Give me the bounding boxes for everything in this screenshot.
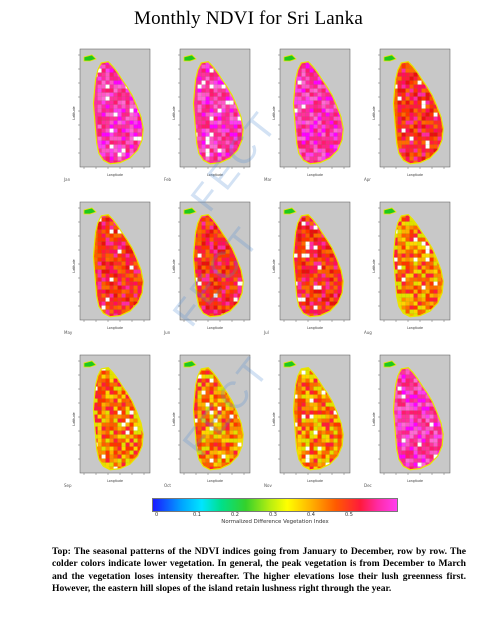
y-axis-label: Latitude	[372, 259, 376, 272]
x-axis-label: Longitude	[407, 326, 423, 330]
month-label: Apr	[364, 177, 371, 182]
month-label: Mar	[264, 177, 272, 182]
ndvi-map-mar: Longitude Latitude Mar	[262, 45, 356, 183]
y-axis-label: Latitude	[372, 412, 376, 425]
month-label: Dec	[364, 483, 372, 488]
x-axis-label: Longitude	[207, 326, 223, 330]
ndvi-map-oct: Longitude Latitude Oct	[162, 351, 256, 489]
month-label: Oct	[164, 483, 171, 488]
colorbar-tick: 0.3	[269, 512, 277, 518]
colorbar-tick: 0.4	[307, 512, 315, 518]
x-axis-label: Longitude	[307, 326, 323, 330]
month-label: Sep	[64, 483, 72, 488]
ndvi-map-feb: Longitude Latitude Feb	[162, 45, 256, 183]
ndvi-map-dec: Longitude Latitude Dec	[362, 351, 456, 489]
ndvi-map-sep: Longitude Latitude Sep	[62, 351, 156, 489]
month-label: Jul	[264, 330, 269, 335]
x-axis-label: Longitude	[407, 173, 423, 177]
colorbar-tick: 0.5	[345, 512, 353, 518]
month-label: Nov	[264, 483, 272, 488]
ndvi-map-apr: Longitude Latitude Apr	[362, 45, 456, 183]
colorbar-ticks: 0 0.1 0.2 0.3 0.4 0.5	[152, 512, 398, 520]
y-axis-label: Latitude	[72, 106, 76, 119]
x-axis-label: Longitude	[307, 173, 323, 177]
x-axis-label: Longitude	[107, 173, 123, 177]
ndvi-map-aug: Longitude Latitude Aug	[362, 198, 456, 336]
month-label: Jan	[64, 177, 71, 182]
ndvi-map-jul: Longitude Latitude Jul	[262, 198, 356, 336]
colorbar-tick: 0.2	[231, 512, 239, 518]
y-axis-label: Latitude	[72, 412, 76, 425]
colorbar-tick: 0.1	[193, 512, 201, 518]
y-axis-label: Latitude	[72, 259, 76, 272]
ndvi-map-nov: Longitude Latitude Nov	[262, 351, 356, 489]
month-label: Jun	[164, 330, 171, 335]
y-axis-label: Latitude	[172, 259, 176, 272]
y-axis-label: Latitude	[372, 106, 376, 119]
ndvi-map-grid: Longitude Latitude Jan Longitude Latitude Feb…	[62, 45, 462, 495]
figure-caption: Top: The seasonal patterns of the NDVI i…	[52, 546, 466, 595]
y-axis-label: Latitude	[172, 412, 176, 425]
month-label: Aug	[364, 330, 372, 335]
ndvi-map-jan: Longitude Latitude Jan	[62, 45, 156, 183]
y-axis-label: Latitude	[172, 106, 176, 119]
colorbar-label: Normalized Difference Vegetation Index	[221, 519, 329, 525]
x-axis-label: Longitude	[407, 479, 423, 483]
ndvi-map-may: Longitude Latitude May	[62, 198, 156, 336]
y-axis-label: Latitude	[272, 106, 276, 119]
ndvi-colorbar	[152, 498, 398, 512]
y-axis-label: Latitude	[272, 259, 276, 272]
x-axis-label: Longitude	[107, 479, 123, 483]
x-axis-label: Longitude	[307, 479, 323, 483]
month-label: May	[64, 330, 73, 335]
page-title: Monthly NDVI for Sri Lanka	[134, 8, 363, 29]
x-axis-label: Longitude	[207, 479, 223, 483]
ndvi-map-jun: Longitude Latitude Jun	[162, 198, 256, 336]
x-axis-label: Longitude	[207, 173, 223, 177]
y-axis-label: Latitude	[272, 412, 276, 425]
x-axis-label: Longitude	[107, 326, 123, 330]
month-label: Feb	[164, 177, 172, 182]
colorbar-tick: 0	[155, 512, 159, 518]
